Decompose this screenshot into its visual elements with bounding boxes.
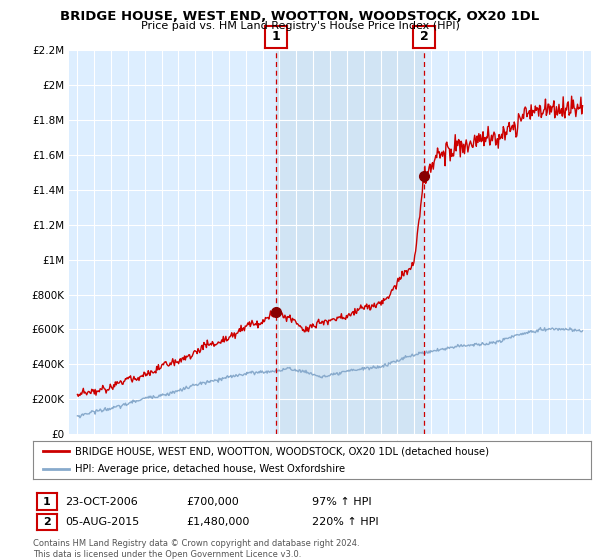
Text: HPI: Average price, detached house, West Oxfordshire: HPI: Average price, detached house, West… <box>75 464 345 474</box>
Text: 97% ↑ HPI: 97% ↑ HPI <box>312 497 371 507</box>
Text: 23-OCT-2006: 23-OCT-2006 <box>65 497 137 507</box>
Text: 05-AUG-2015: 05-AUG-2015 <box>65 517 139 527</box>
Text: Contains HM Land Registry data © Crown copyright and database right 2024.
This d: Contains HM Land Registry data © Crown c… <box>33 539 359 559</box>
Text: 220% ↑ HPI: 220% ↑ HPI <box>312 517 379 527</box>
Text: 1: 1 <box>43 497 50 507</box>
Text: BRIDGE HOUSE, WEST END, WOOTTON, WOODSTOCK, OX20 1DL (detached house): BRIDGE HOUSE, WEST END, WOOTTON, WOODSTO… <box>75 446 489 456</box>
Text: 1: 1 <box>272 30 281 44</box>
Text: 2: 2 <box>420 30 428 44</box>
Text: 2: 2 <box>43 517 50 527</box>
Text: £1,480,000: £1,480,000 <box>186 517 250 527</box>
Text: Price paid vs. HM Land Registry's House Price Index (HPI): Price paid vs. HM Land Registry's House … <box>140 21 460 31</box>
Text: £700,000: £700,000 <box>186 497 239 507</box>
Text: BRIDGE HOUSE, WEST END, WOOTTON, WOODSTOCK, OX20 1DL: BRIDGE HOUSE, WEST END, WOOTTON, WOODSTO… <box>61 10 539 23</box>
Bar <box>276 50 424 434</box>
